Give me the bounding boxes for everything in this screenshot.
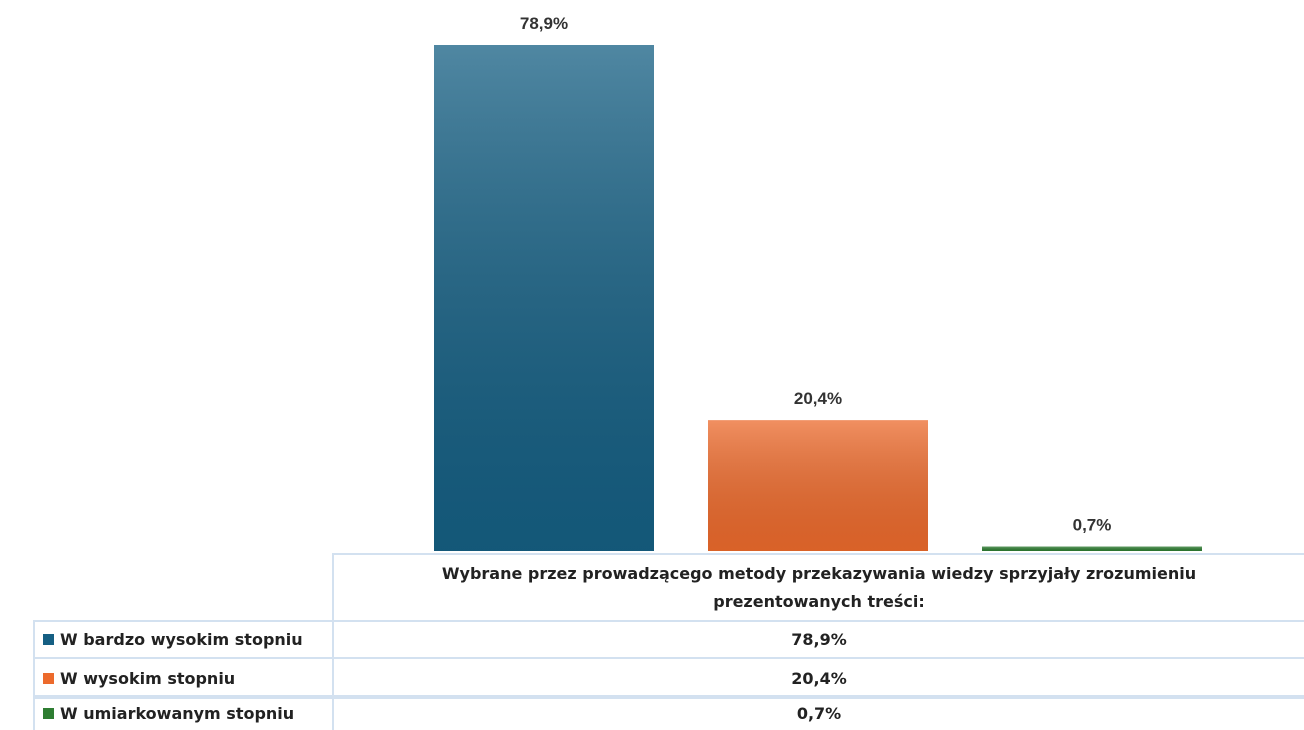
legend-swatch bbox=[43, 708, 54, 719]
table-header: Wybrane przez prowadzącego metody przeka… bbox=[332, 553, 1304, 622]
bar-sheen bbox=[434, 45, 654, 551]
data-label: 20,4% bbox=[794, 389, 842, 408]
legend-label: W wysokim stopniu bbox=[60, 668, 236, 688]
bar-sheen bbox=[708, 420, 928, 551]
legend-label: W bardzo wysokim stopniu bbox=[60, 630, 303, 649]
legend-swatch bbox=[43, 672, 54, 684]
table-value: 20,4% bbox=[332, 657, 1304, 699]
table-value: 0,7% bbox=[332, 695, 1304, 730]
bar-sheen bbox=[982, 546, 1202, 551]
data-label: 0,7% bbox=[1073, 516, 1112, 535]
legend-entry: W bardzo wysokim stopniu bbox=[33, 620, 334, 659]
legend-entry: W umiarkowanym stopniu bbox=[33, 695, 334, 730]
legend-label: W umiarkowanym stopniu bbox=[60, 704, 295, 723]
legend-entry: W wysokim stopniu bbox=[33, 657, 334, 699]
plot: 78,9% 20,4% 0,7% bbox=[434, 14, 1202, 551]
legend-swatch bbox=[43, 634, 54, 645]
table-value: 78,9% bbox=[332, 620, 1304, 659]
data-label: 78,9% bbox=[520, 14, 568, 33]
